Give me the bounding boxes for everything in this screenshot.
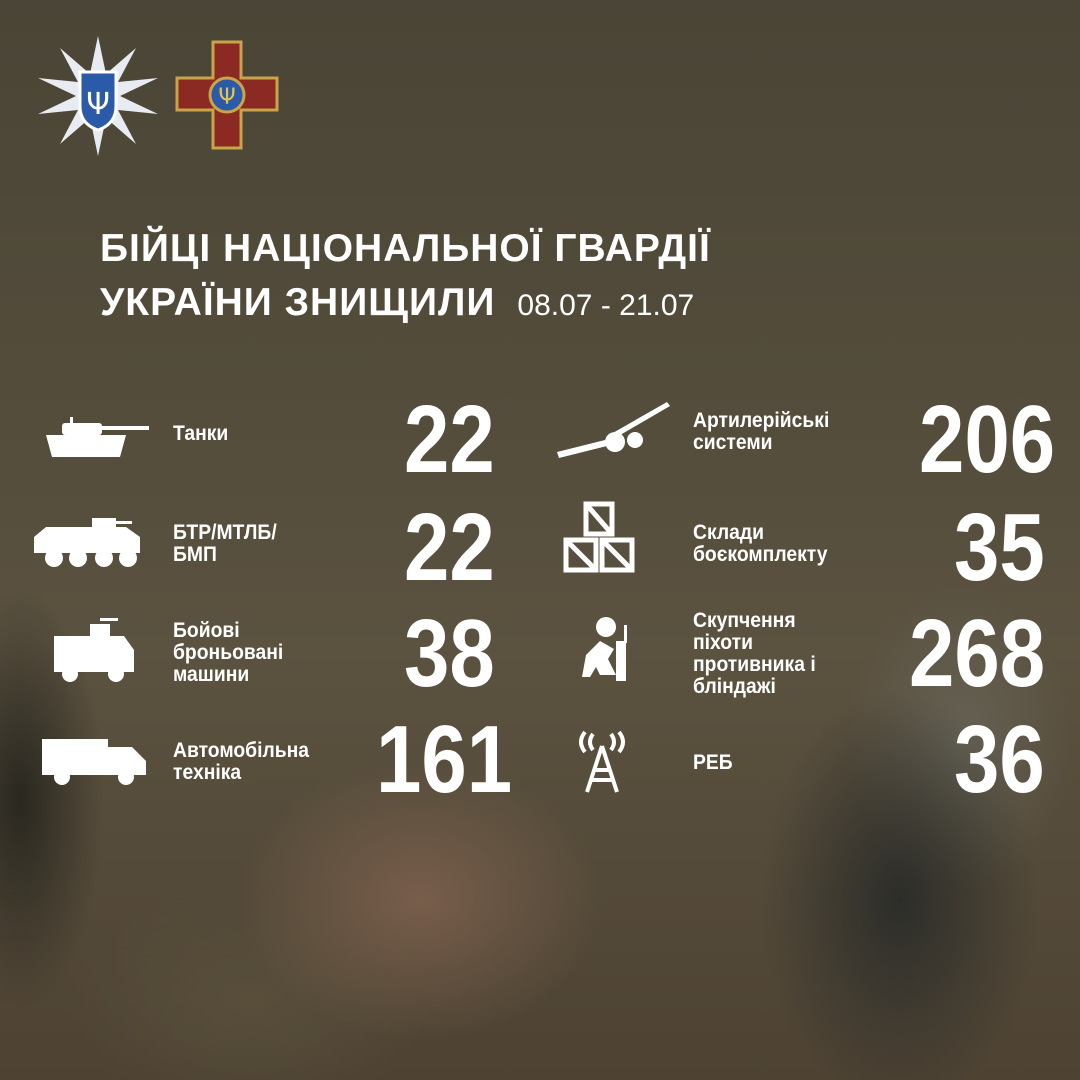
stat-value-vehicles: 161 — [375, 706, 512, 813]
stat-value-tanks: 22 — [404, 386, 495, 493]
stat-label-tanks: Танки — [173, 422, 229, 445]
page-title: БІЙЦІ НАЦІОНАЛЬНОЇ ГВАРДІЇ УКРАЇНИ ЗНИЩИ… — [100, 222, 711, 333]
police-star-logo: Ψ — [38, 36, 158, 156]
stat-label-ew: РЕБ — [693, 751, 733, 774]
title-line-2: УКРАЇНИ ЗНИЩИЛИ — [100, 281, 496, 324]
national-guard-cross-logo: Ψ — [175, 40, 279, 150]
stat-value-ew: 36 — [954, 706, 1045, 813]
artillery-icon — [557, 402, 670, 458]
truck-icon — [42, 739, 146, 785]
stat-value-infantry: 268 — [908, 600, 1045, 707]
stat-value-armored-vehicles: 38 — [404, 600, 495, 707]
stat-label-ammo-depots: Склади боєкомплекту — [693, 521, 828, 566]
stat-value-apc: 22 — [404, 494, 495, 601]
stat-label-armored-vehicles: Бойові броньовані машини — [173, 619, 284, 686]
stat-value-artillery: 206 — [918, 386, 1055, 493]
stat-value-ammo-depots: 35 — [954, 494, 1045, 601]
title-line-1: БІЙЦІ НАЦІОНАЛЬНОЇ ГВАРДІЇ — [100, 227, 711, 270]
date-range: 08.07 - 21.07 — [517, 289, 695, 322]
infantry-icon — [582, 617, 627, 681]
svg-text:Ψ: Ψ — [218, 85, 235, 110]
stat-label-infantry: Скупчення піхоти противника і бліндажі — [693, 609, 816, 698]
stat-label-artillery: Артилерійські системи — [693, 409, 830, 454]
stat-label-apc: БТР/МТЛБ/ БМП — [173, 521, 277, 566]
svg-text:Ψ: Ψ — [86, 87, 110, 122]
ammo-crates-icon — [563, 501, 635, 573]
armored-vehicle-icon — [54, 618, 134, 682]
tank-icon — [46, 417, 149, 457]
apc-icon — [34, 518, 140, 567]
stat-label-vehicles: Автомобільна техніка — [173, 739, 310, 784]
ew-tower-icon — [579, 730, 625, 793]
